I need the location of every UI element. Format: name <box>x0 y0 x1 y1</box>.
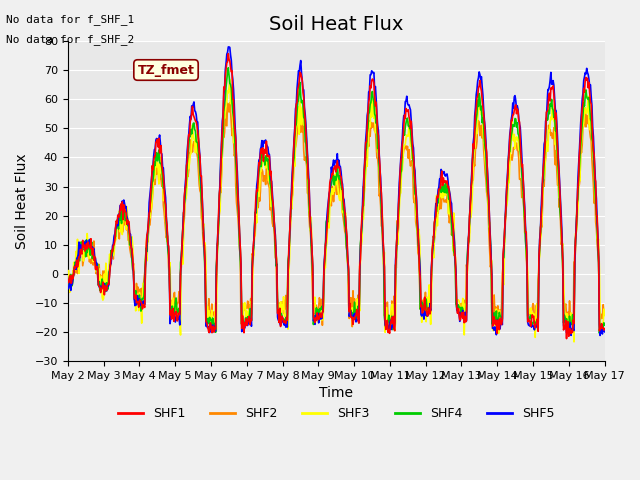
Text: No data for f_SHF_1: No data for f_SHF_1 <box>6 14 134 25</box>
Title: Soil Heat Flux: Soil Heat Flux <box>269 15 403 34</box>
Text: No data for f_SHF_2: No data for f_SHF_2 <box>6 34 134 45</box>
Legend: SHF1, SHF2, SHF3, SHF4, SHF5: SHF1, SHF2, SHF3, SHF4, SHF5 <box>113 402 560 425</box>
Text: TZ_fmet: TZ_fmet <box>138 63 195 76</box>
Y-axis label: Soil Heat Flux: Soil Heat Flux <box>15 153 29 249</box>
X-axis label: Time: Time <box>319 386 353 400</box>
